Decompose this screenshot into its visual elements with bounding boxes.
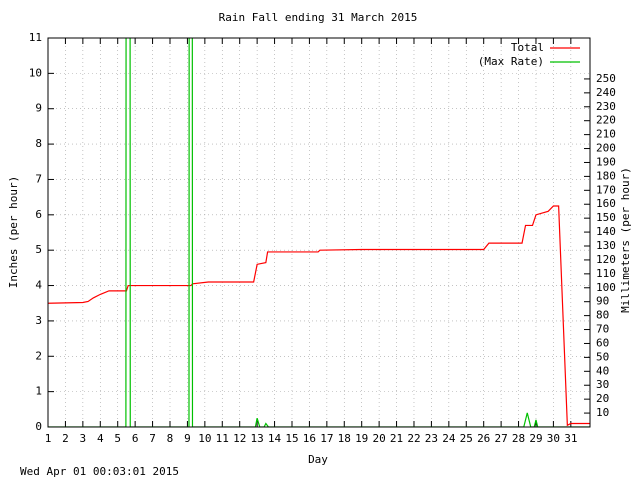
y2-tick-label: 170	[596, 183, 616, 196]
x-tick-label: 22	[407, 432, 420, 445]
y2-tick-label: 140	[596, 225, 616, 238]
x-tick-label: 4	[97, 432, 104, 445]
series-line	[48, 38, 590, 427]
y2-tick-label: 100	[596, 281, 616, 294]
y2-tick-label: 80	[596, 309, 609, 322]
x-tick-label: 10	[198, 432, 211, 445]
x-tick-label: 28	[512, 432, 525, 445]
y2-tick-label: 120	[596, 253, 616, 266]
y2-tick-label: 30	[596, 378, 609, 391]
legend-label: Total	[511, 41, 544, 54]
x-tick-label: 17	[320, 432, 333, 445]
y2-tick-label: 40	[596, 364, 609, 377]
footer-timestamp: Wed Apr 01 00:03:01 2015	[20, 465, 179, 478]
y2-tick-label: 10	[596, 406, 609, 419]
x-tick-label: 1	[45, 432, 52, 445]
y2-tick-label: 90	[596, 295, 609, 308]
x-tick-label: 2	[62, 432, 69, 445]
x-tick-label: 16	[303, 432, 316, 445]
x-tick-label: 29	[529, 432, 542, 445]
chart-title: Rain Fall ending 31 March 2015	[219, 11, 418, 24]
x-tick-label: 7	[149, 432, 156, 445]
y-tick-label: 7	[35, 172, 42, 185]
x-axis-label: Day	[308, 453, 328, 466]
x-tick-label: 15	[285, 432, 298, 445]
y2-tick-label: 70	[596, 323, 609, 336]
x-tick-label: 11	[216, 432, 229, 445]
y-tick-label: 3	[35, 314, 42, 327]
x-tick-label: 26	[477, 432, 490, 445]
x-tick-label: 5	[114, 432, 121, 445]
y2-tick-label: 110	[596, 267, 616, 280]
x-tick-label: 9	[184, 432, 191, 445]
y-axis-label: Inches (per hour)	[7, 176, 20, 289]
y-tick-label: 0	[35, 420, 42, 433]
y-tick-label: 11	[29, 31, 42, 44]
y-tick-label: 8	[35, 137, 42, 150]
x-tick-label: 14	[268, 432, 282, 445]
x-tick-label: 24	[442, 432, 456, 445]
plot-border	[47, 37, 591, 428]
y2-tick-label: 20	[596, 392, 609, 405]
y2-tick-label: 240	[596, 86, 616, 99]
x-tick-label: 25	[460, 432, 473, 445]
y-tick-label: 1	[35, 385, 42, 398]
y2-tick-label: 230	[596, 100, 616, 113]
y-tick-label: 6	[35, 208, 42, 221]
y-tick-label: 5	[35, 243, 42, 256]
x-tick-label: 19	[355, 432, 368, 445]
y2-tick-label: 50	[596, 350, 609, 363]
x-tick-label: 30	[547, 432, 560, 445]
series-line	[48, 205, 590, 427]
legend-label: (Max Rate)	[478, 55, 544, 68]
y2-tick-label: 190	[596, 155, 616, 168]
y-tick-label: 4	[35, 279, 42, 292]
x-tick-label: 12	[233, 432, 246, 445]
y2-tick-label: 200	[596, 142, 616, 155]
x-tick-label: 21	[390, 432, 403, 445]
y-tick-label: 9	[35, 102, 42, 115]
x-tick-label: 13	[251, 432, 264, 445]
x-tick-label: 31	[564, 432, 577, 445]
y-tick-label: 10	[29, 66, 42, 79]
y2-tick-label: 60	[596, 336, 609, 349]
y2-tick-label: 160	[596, 197, 616, 210]
y2-tick-label: 220	[596, 114, 616, 127]
x-tick-label: 8	[167, 432, 174, 445]
y2-axis-label: Millimeters (per hour)	[619, 167, 632, 313]
x-tick-label: 27	[494, 432, 507, 445]
y2-tick-label: 250	[596, 72, 616, 85]
x-tick-label: 3	[80, 432, 87, 445]
x-tick-label: 6	[132, 432, 139, 445]
x-tick-label: 20	[373, 432, 386, 445]
x-tick-label: 18	[338, 432, 351, 445]
y2-tick-label: 150	[596, 211, 616, 224]
y-tick-label: 2	[35, 349, 42, 362]
y2-tick-label: 180	[596, 169, 616, 182]
x-tick-label: 23	[425, 432, 438, 445]
y2-tick-label: 210	[596, 128, 616, 141]
y2-tick-label: 130	[596, 239, 616, 252]
plot-area	[48, 38, 590, 427]
